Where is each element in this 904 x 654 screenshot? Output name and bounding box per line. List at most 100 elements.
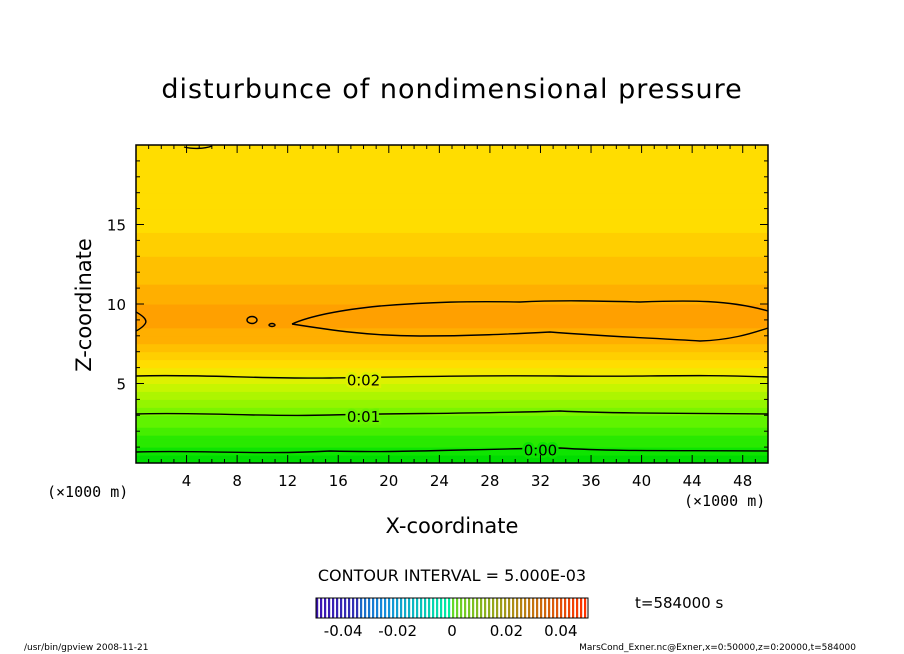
contour-band: [136, 454, 768, 460]
contour-line-island-small: [268, 322, 276, 328]
contour-band: [136, 255, 768, 261]
colorbar-segment: [380, 598, 383, 618]
colorbar-segment: [544, 598, 547, 618]
contour-band: [136, 196, 768, 202]
contour-label: 0.01: [347, 408, 380, 426]
contour-band: [136, 156, 768, 162]
contour-band: [136, 402, 768, 408]
contour-band: [136, 291, 768, 297]
colorbar-segment: [444, 598, 447, 618]
contour-band: [136, 406, 768, 412]
colorbar-segment: [420, 598, 423, 618]
contour-band: [136, 204, 768, 210]
colorbar-segment: [524, 598, 527, 618]
contour-line-0.02: [136, 374, 768, 379]
contour-band: [136, 279, 768, 285]
chart-title: disturbunce of nondimensional pressure: [161, 74, 743, 105]
x-tick-label: 16: [329, 472, 348, 490]
x-tick-label: 36: [581, 472, 600, 490]
colorbar-segment: [452, 598, 455, 618]
colorbar-segment: [396, 598, 399, 618]
colorbar-segment: [480, 598, 483, 618]
contour-band: [136, 148, 768, 154]
colorbar-segment: [516, 598, 519, 618]
contour-band: [136, 152, 768, 158]
contour-line-upper: [291, 300, 768, 325]
x-axis-unit: (×1000 m): [684, 492, 766, 510]
contour-band: [136, 168, 768, 174]
x-tick-label: 24: [430, 472, 449, 490]
y-tick-label: 15: [107, 217, 126, 235]
colorbar-segment: [336, 598, 339, 618]
colorbar-frame: [315, 597, 589, 619]
colorbar-segment: [404, 598, 407, 618]
x-tick-label: 12: [278, 472, 297, 490]
colorbar-segment: [412, 598, 415, 618]
colorbar-segment: [368, 598, 371, 618]
contour-band: [136, 414, 768, 420]
x-tick-label: 28: [480, 472, 499, 490]
colorbar-segment: [512, 598, 515, 618]
colorbar-segment: [384, 598, 387, 618]
contour-band: [136, 275, 768, 281]
colorbar-segment: [428, 598, 431, 618]
contour-band: [136, 235, 768, 241]
colorbar-segment: [400, 598, 403, 618]
contour-label: 0.00: [524, 441, 557, 459]
colorbar-segment: [560, 598, 563, 618]
contour-band: [136, 247, 768, 253]
contour-band: [136, 243, 768, 249]
contour-band: [136, 271, 768, 277]
colorbar-segment: [328, 598, 331, 618]
contour-band: [136, 188, 768, 194]
colorbar-segment: [448, 598, 451, 618]
contour-band: [136, 283, 768, 289]
contour-band: [136, 295, 768, 301]
contour-band: [136, 446, 768, 452]
colorbar-segment: [484, 598, 487, 618]
colorbar-tick-label: -0.02: [378, 622, 417, 640]
contour-band: [136, 351, 768, 357]
contour-band: [136, 200, 768, 206]
colorbar-segment: [488, 598, 491, 618]
colorbar-segment: [572, 598, 575, 618]
contour-band: [136, 319, 768, 325]
contour-line-lower: [291, 323, 768, 342]
contour-band: [136, 172, 768, 178]
colorbar-tick-label: 0.02: [490, 622, 523, 640]
contour-band: [136, 339, 768, 345]
contour-band: [136, 450, 768, 456]
contour-band: [136, 394, 768, 400]
contour-band: [136, 359, 768, 365]
contour-labels: 0.02 0.01 0.00: [344, 369, 559, 462]
colorbar-segment: [540, 598, 543, 618]
colorbar-segment: [584, 598, 587, 618]
footer-right: MarsCond_Exner.nc@Exner,x=0:50000,z=0:20…: [579, 643, 856, 653]
colorbar-tick-label: 0.04: [544, 622, 577, 640]
colorbar-segment: [528, 598, 531, 618]
contour-band: [136, 311, 768, 317]
y-tick-label: 10: [107, 296, 126, 314]
contour-band: [136, 355, 768, 361]
contour-band: [136, 343, 768, 349]
colorbar-segment: [392, 598, 395, 618]
colorbar-segment: [500, 598, 503, 618]
contour-band: [136, 216, 768, 222]
contour-band: [136, 434, 768, 440]
contour-band: [136, 335, 768, 341]
contour-band: [136, 303, 768, 309]
colorbar-segment: [576, 598, 579, 618]
colorbar-segment: [388, 598, 391, 618]
contour-band: [136, 363, 768, 369]
colorbar-segment: [324, 598, 327, 618]
colorbar-segment: [468, 598, 471, 618]
x-tick-label: 8: [232, 472, 242, 490]
colorbar-segment: [364, 598, 367, 618]
colorbar: -0.04 -0.02 0 0.02 0.04: [315, 597, 589, 640]
x-axis-label: X-coordinate: [385, 514, 519, 538]
contour-band: [136, 379, 768, 384]
colorbar-segment: [504, 598, 507, 618]
contour-lines: [136, 145, 768, 454]
